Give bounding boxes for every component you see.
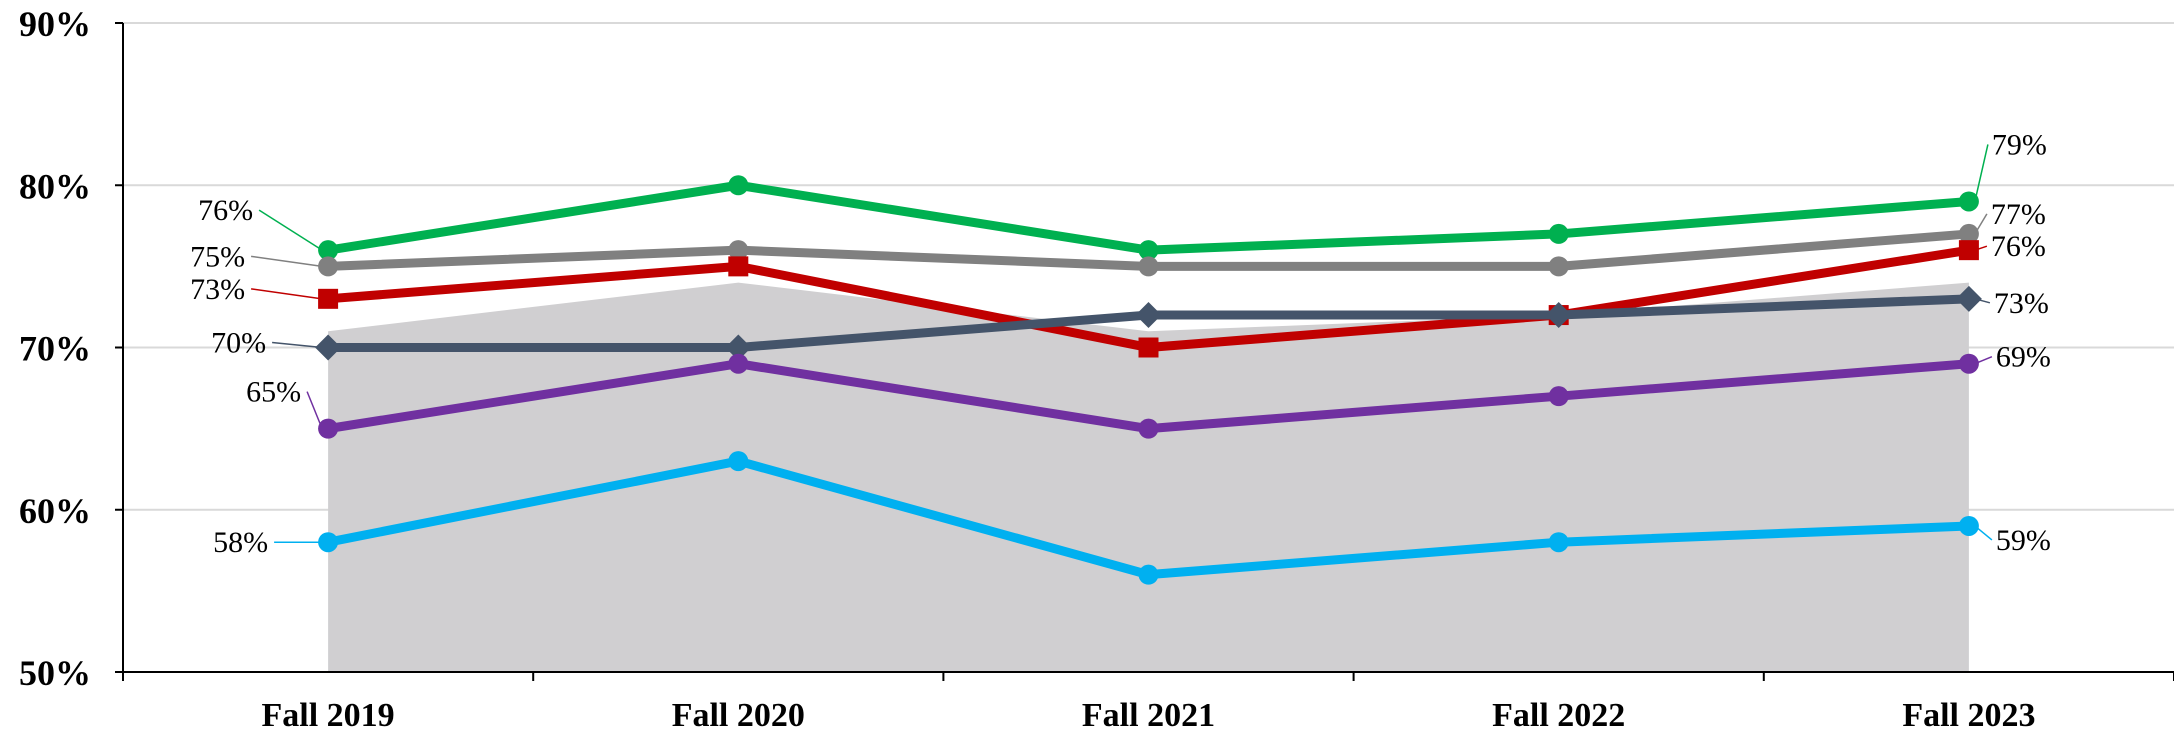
y-tick-label: 90% — [19, 4, 91, 44]
data-label: 73% — [1994, 287, 2049, 320]
x-tick-label: Fall 2020 — [672, 697, 805, 734]
data-point — [1955, 285, 1982, 312]
data-label: 75% — [190, 240, 245, 273]
data-point — [1138, 256, 1159, 277]
data-point — [1548, 256, 1569, 277]
series-3 — [318, 240, 1979, 358]
label-leader — [250, 255, 323, 268]
series-5 — [318, 353, 1979, 439]
data-point — [728, 175, 749, 196]
data-label: 73% — [190, 273, 245, 306]
data-point — [315, 334, 342, 361]
data-label: 76% — [1991, 230, 2046, 263]
data-labels: 76% 79% 75% 77% 73% 76% 70% 73% 65% 69% 58% 59% — [190, 128, 2051, 559]
data-point — [1958, 515, 1979, 536]
y-tick-label: 50% — [19, 653, 91, 693]
area-fill — [328, 282, 1969, 672]
data-point — [1138, 564, 1159, 585]
data-label: 58% — [213, 526, 268, 559]
data-point — [1138, 337, 1159, 358]
data-point — [318, 240, 339, 261]
y-tick-label: 70% — [19, 329, 91, 369]
axes: 50% 60% 70% 80% 90% Fall 2019 Fall 2020 Fall 20… — [19, 4, 2174, 734]
data-point — [1135, 302, 1162, 329]
label-leader — [250, 288, 323, 300]
data-label: 70% — [211, 327, 266, 360]
data-label: 79% — [1992, 128, 2047, 161]
y-tick-label: 80% — [19, 166, 91, 206]
label-leader — [258, 209, 323, 251]
data-point — [728, 353, 749, 374]
data-point — [1548, 532, 1569, 553]
series-6 — [318, 451, 1979, 585]
data-point — [1958, 240, 1979, 261]
data-point — [1545, 302, 1572, 329]
data-point — [1548, 223, 1569, 244]
series-1 — [318, 175, 1979, 261]
data-point — [725, 334, 752, 361]
data-point — [318, 288, 339, 309]
label-leader — [1974, 144, 1989, 202]
x-tick-label: Fall 2022 — [1492, 697, 1625, 734]
series-2 — [318, 223, 1979, 277]
data-point — [1548, 386, 1569, 407]
label-leader — [306, 391, 323, 429]
line-series — [315, 175, 1982, 585]
data-point — [1958, 353, 1979, 374]
data-label: 77% — [1991, 198, 2046, 231]
y-tick-label: 60% — [19, 491, 91, 531]
data-point — [318, 418, 339, 439]
label-leader — [272, 341, 323, 349]
data-label: 59% — [1996, 524, 2051, 557]
data-label: 65% — [246, 376, 301, 409]
data-point — [1958, 223, 1979, 244]
data-point — [1958, 191, 1979, 212]
data-label: 69% — [1996, 341, 2051, 374]
data-point — [728, 240, 749, 261]
data-label: 76% — [198, 194, 253, 227]
label-leader-lines — [250, 144, 1993, 543]
data-point — [318, 256, 339, 277]
area-series — [328, 282, 1969, 672]
data-point — [728, 451, 749, 472]
data-point — [728, 256, 749, 277]
data-point — [318, 532, 339, 553]
data-point — [1138, 418, 1159, 439]
data-point — [1138, 240, 1159, 261]
x-tick-label: Fall 2021 — [1082, 697, 1215, 734]
series-4 — [315, 285, 1982, 361]
x-tick-label: Fall 2019 — [262, 697, 395, 734]
x-tick-label: Fall 2023 — [1902, 697, 2035, 734]
